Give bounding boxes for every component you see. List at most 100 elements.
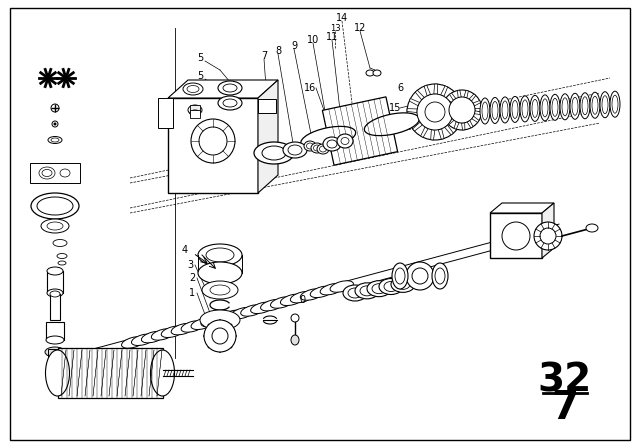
Text: 1: 1	[189, 288, 195, 298]
Ellipse shape	[31, 193, 79, 219]
Circle shape	[52, 121, 58, 127]
Ellipse shape	[188, 105, 202, 115]
Ellipse shape	[41, 219, 69, 233]
Polygon shape	[452, 113, 463, 117]
Ellipse shape	[231, 307, 254, 319]
Bar	[258, 99, 276, 113]
Ellipse shape	[45, 347, 65, 357]
Text: 32: 32	[538, 361, 592, 399]
Ellipse shape	[337, 134, 353, 148]
Ellipse shape	[582, 97, 588, 115]
Polygon shape	[542, 203, 554, 258]
Bar	[190, 110, 200, 118]
Bar	[47, 271, 63, 293]
Ellipse shape	[482, 102, 488, 120]
Ellipse shape	[319, 146, 326, 152]
Bar	[158, 98, 173, 128]
Ellipse shape	[48, 137, 62, 143]
Polygon shape	[461, 123, 465, 130]
Text: 10: 10	[307, 35, 319, 45]
Ellipse shape	[283, 142, 307, 158]
Ellipse shape	[141, 332, 164, 343]
Polygon shape	[409, 99, 420, 106]
Bar	[490, 213, 542, 258]
Ellipse shape	[384, 281, 398, 292]
Ellipse shape	[432, 263, 448, 289]
Polygon shape	[444, 99, 452, 105]
Polygon shape	[450, 120, 460, 127]
Ellipse shape	[198, 262, 242, 284]
Text: 8: 8	[275, 46, 281, 56]
Ellipse shape	[592, 96, 598, 114]
Ellipse shape	[590, 92, 600, 118]
Ellipse shape	[395, 268, 405, 284]
Ellipse shape	[254, 142, 294, 164]
Ellipse shape	[211, 313, 234, 324]
Ellipse shape	[602, 96, 608, 114]
Bar	[50, 294, 60, 320]
Ellipse shape	[552, 98, 558, 116]
Ellipse shape	[190, 110, 200, 116]
Ellipse shape	[260, 299, 284, 311]
Ellipse shape	[435, 268, 445, 284]
Ellipse shape	[490, 98, 500, 124]
Polygon shape	[408, 116, 419, 122]
Ellipse shape	[122, 336, 145, 348]
Text: 7: 7	[261, 51, 267, 61]
Text: 14: 14	[336, 13, 348, 23]
Ellipse shape	[341, 138, 349, 145]
Ellipse shape	[288, 145, 302, 155]
Ellipse shape	[586, 224, 598, 232]
Ellipse shape	[187, 86, 199, 92]
Ellipse shape	[323, 137, 341, 151]
Circle shape	[449, 97, 475, 123]
Ellipse shape	[60, 169, 70, 177]
Polygon shape	[413, 122, 422, 131]
Ellipse shape	[580, 93, 590, 119]
Ellipse shape	[320, 284, 344, 295]
Polygon shape	[420, 127, 428, 138]
Polygon shape	[407, 109, 417, 112]
Ellipse shape	[343, 285, 367, 301]
Ellipse shape	[291, 335, 299, 345]
Ellipse shape	[151, 329, 175, 340]
Circle shape	[406, 262, 434, 290]
Ellipse shape	[355, 283, 379, 299]
Text: 5: 5	[197, 53, 203, 63]
Text: 5: 5	[197, 71, 203, 81]
Circle shape	[412, 268, 428, 284]
Ellipse shape	[181, 321, 204, 332]
Ellipse shape	[161, 326, 184, 337]
Polygon shape	[447, 91, 456, 101]
Ellipse shape	[45, 350, 70, 396]
Polygon shape	[438, 129, 444, 139]
Bar	[190, 105, 200, 115]
Text: 11: 11	[326, 32, 338, 42]
Ellipse shape	[291, 291, 314, 303]
Ellipse shape	[200, 310, 240, 330]
Text: 2: 2	[189, 273, 195, 283]
Ellipse shape	[47, 289, 63, 297]
Ellipse shape	[183, 83, 203, 95]
Ellipse shape	[572, 97, 578, 115]
Ellipse shape	[47, 222, 63, 230]
Circle shape	[54, 122, 56, 125]
Ellipse shape	[58, 261, 66, 265]
Polygon shape	[447, 118, 454, 125]
Polygon shape	[424, 85, 431, 96]
Ellipse shape	[364, 113, 419, 136]
Ellipse shape	[271, 297, 294, 308]
Ellipse shape	[522, 100, 528, 118]
Bar	[48, 349, 62, 357]
Ellipse shape	[396, 280, 410, 289]
Ellipse shape	[206, 248, 234, 262]
Polygon shape	[434, 84, 437, 94]
Polygon shape	[458, 90, 461, 98]
Text: 12: 12	[354, 23, 366, 33]
Polygon shape	[474, 111, 482, 115]
Ellipse shape	[512, 100, 518, 118]
Circle shape	[407, 84, 463, 140]
Circle shape	[212, 328, 228, 344]
Ellipse shape	[221, 310, 244, 322]
Ellipse shape	[171, 323, 195, 335]
